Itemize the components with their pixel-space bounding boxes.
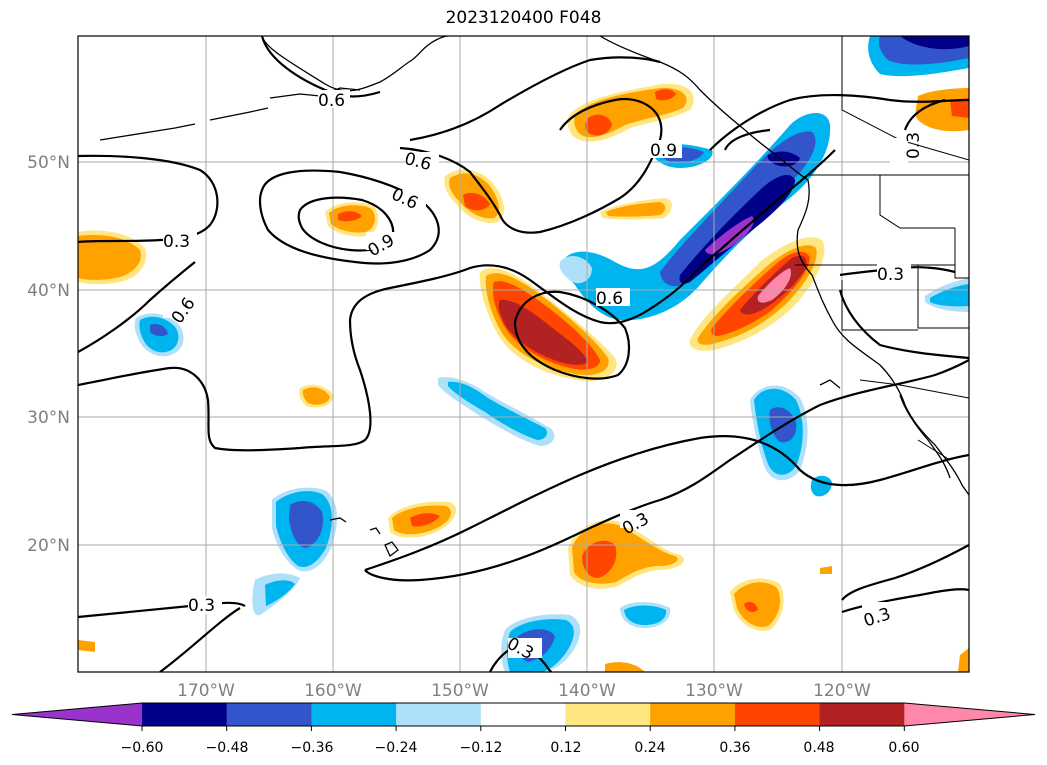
- colorbar-tick: −0.36: [291, 740, 334, 756]
- lon-label: 170°W: [177, 681, 235, 701]
- lat-label: 50°N: [27, 153, 70, 173]
- colorbar-tick: −0.60: [121, 740, 164, 756]
- colorbar: [11, 702, 1036, 731]
- colorbar-tick: 0.60: [888, 740, 919, 756]
- colorbar-bin: [480, 703, 566, 726]
- lat-label: 30°N: [27, 408, 70, 428]
- colorbar-tick: 0.48: [803, 740, 834, 756]
- border-layer: [795, 36, 969, 461]
- graticule: [78, 36, 969, 672]
- longitude-labels: 170°W 160°W 150°W 140°W 130°W 120°W: [177, 681, 871, 701]
- colorbar-bin: [650, 703, 736, 726]
- colorbar-tick: 0.36: [719, 740, 750, 756]
- contour-label: 0.6: [596, 289, 623, 309]
- contour-label: 0.9: [650, 141, 677, 161]
- lon-label: 160°W: [304, 681, 362, 701]
- contour-label: 0.3: [904, 132, 924, 159]
- colorbar-bin: [142, 703, 228, 726]
- colorbar-bin: [819, 703, 905, 726]
- colorbar-tick: −0.24: [375, 740, 418, 756]
- contour-label: 0.3: [163, 232, 190, 252]
- colorbar-tick: 0.24: [634, 740, 665, 756]
- colorbar-tick-labels: −0.60 −0.48 −0.36 −0.24 −0.12 0.12 0.24 …: [121, 740, 920, 756]
- colorbar-bin: [396, 703, 482, 726]
- lon-label: 130°W: [685, 681, 743, 701]
- colorbar-tick: −0.12: [460, 740, 503, 756]
- colorbar-extend-min: [12, 703, 142, 726]
- contour-lines: [78, 36, 969, 672]
- coastline-layer: [99, 36, 969, 558]
- latitude-labels: 50°N 40°N 30°N 20°N: [27, 153, 70, 556]
- lat-label: 20°N: [27, 536, 70, 556]
- colorbar-bin: [226, 703, 312, 726]
- contour-label: 0.3: [188, 596, 215, 616]
- contour-label: 0.3: [877, 265, 904, 285]
- lon-label: 140°W: [558, 681, 616, 701]
- colorbar-tick: 0.12: [550, 740, 581, 756]
- colorbar-bin: [565, 703, 651, 726]
- colorbar-bin: [734, 703, 821, 726]
- colorbar-extend-max: [904, 703, 1035, 726]
- lon-label: 120°W: [813, 681, 871, 701]
- lon-label: 150°W: [431, 681, 489, 701]
- map-title: 2023120400 F048: [445, 8, 602, 28]
- contour-label: 0.6: [318, 91, 345, 111]
- anomaly-fill-layer: [78, 36, 969, 672]
- lat-label: 40°N: [27, 281, 70, 301]
- colorbar-bin: [311, 703, 397, 726]
- colorbar-tick: −0.48: [206, 740, 249, 756]
- map-frame: [77, 35, 970, 673]
